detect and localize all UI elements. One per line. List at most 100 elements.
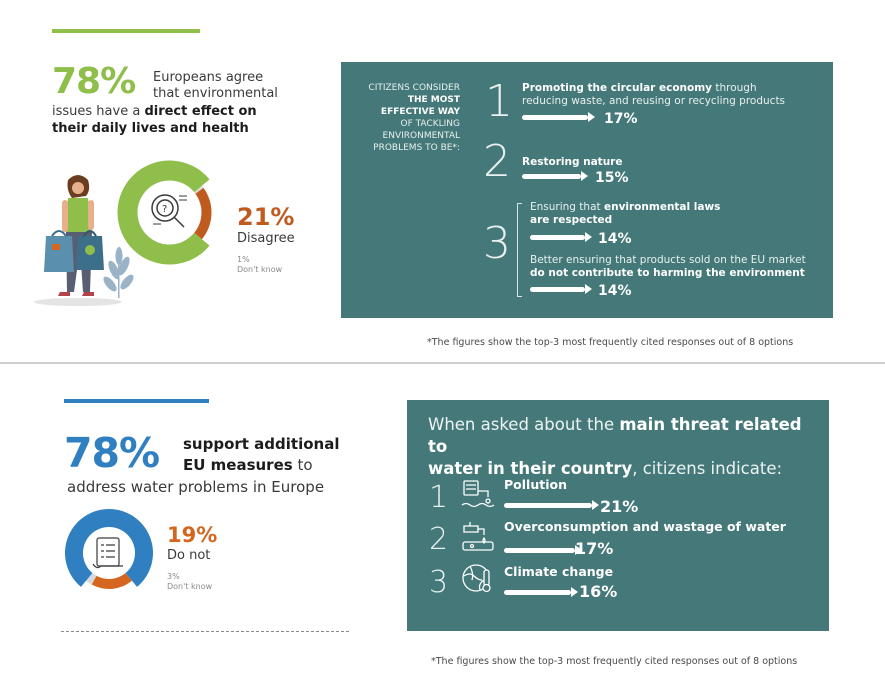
effective-ways-heading: CITIZENS CONSIDER THE MOST EFFECTIVE WAY… [348,82,460,154]
top-headline-line3-plain: issues have a [52,104,145,119]
bar-body [504,502,592,508]
bar-arrow-tip [585,284,592,294]
agree-donut-chart: ? [117,160,212,265]
green-accent-rule [52,29,200,33]
rank-3-bracket [517,203,522,297]
bar-arrow-tip [575,545,582,555]
top-footnote: *The figures show the top-3 most frequen… [427,337,794,348]
effective-item-3a-bar [530,232,592,242]
bottom-footnote: *The figures show the top-3 most frequen… [431,656,798,667]
heading-line: PROBLEMS TO BE*: [373,143,460,153]
item-bold: are respected [530,214,613,226]
top-headline-line4: their daily lives and health [52,121,249,136]
threat-2-bar [504,545,582,555]
title-bold: water in their country [428,459,633,478]
effective-item-1-percent: 17% [604,111,638,127]
bar-body [530,234,585,240]
title-plain: When asked about the [428,415,620,434]
support-donut-center [83,527,135,579]
effective-ways-panel [341,62,833,318]
heading-line: ENVIRONMENTAL [382,131,460,141]
effective-item-1-bar [522,112,595,122]
item-plain: reducing waste, and reusing or recycling… [522,95,786,107]
effective-item-3a-percent: 14% [598,231,632,247]
magnifier-question-icon: ? [151,194,187,228]
rank-number: 3 [483,218,511,269]
top-headline-percent: 78% [52,61,136,102]
top-dontknow-label: Don't know [237,265,283,274]
item-bold: Promoting the circular economy [522,82,713,94]
effective-item-2-text: Restoring nature [522,156,622,169]
top-headline-line3-bold: direct effect on [144,104,257,119]
item-bold: do not contribute to harming the environ… [530,267,805,279]
bottom-headline-line2: EU measures to [183,456,313,475]
bottom-dontknow-percent: 3% [167,572,180,581]
effective-item-2-percent: 15% [595,170,629,186]
threat-3-bar [504,587,578,597]
threat-2-percent: 17% [575,539,614,558]
section-divider [0,362,885,364]
document-checklist-icon [92,537,123,569]
item-plain: Better ensuring that products sold on th… [530,254,806,266]
bar-body [530,286,585,292]
water-threat-title: When asked about the main threat related… [428,414,818,480]
bar-body [504,589,571,595]
effective-item-1-text: Promoting the circular economy through r… [522,82,822,108]
effective-item-3a-text: Ensuring that environmental laws are res… [530,201,820,227]
threat-1-label: Pollution [504,477,567,492]
effective-item-3b-bar [530,284,592,294]
bar-arrow-tip [588,112,595,122]
bottom-dontknow-label: Don't know [167,582,213,591]
threat-3-percent: 16% [579,582,618,601]
dashed-separator [61,631,349,632]
bar-body [504,547,575,553]
do-not-label: Do not [167,548,211,563]
bottom-headline-line3: address water problems in Europe [67,478,325,496]
bottom-headline-line1: support additional [183,435,340,453]
bar-arrow-tip [581,171,588,181]
rank-number: 2 [429,522,449,557]
svg-text:?: ? [162,204,167,215]
threat-1-bar [504,500,599,510]
threat-2-label: Overconsumption and wastage of water [504,519,786,534]
pollution-icon [461,480,495,508]
top-dontknow-percent: 1% [237,255,250,264]
rank-number: 1 [485,76,513,127]
blue-accent-rule [64,399,209,403]
item-plain: Ensuring that [530,201,604,213]
do-not-percent: 19% [167,523,218,547]
heading-line-bold: THE MOST [407,95,460,105]
rank-number: 2 [483,136,511,187]
threat-3-label: Climate change [504,564,614,579]
disagree-percent: 21% [237,203,295,231]
bar-arrow-tip [592,500,599,510]
tap-water-icon [462,522,494,551]
bottom-headline-percent: 78% [64,429,160,477]
bottom-headline-line2-bold: EU measures [183,456,293,474]
support-donut-chart [65,509,153,589]
effective-item-3b-percent: 14% [598,283,632,299]
agree-donut-center [137,180,202,245]
water-threat-panel [407,400,829,631]
bar-arrow-tip [585,232,592,242]
bottom-headline-line2-plain: to [292,456,313,474]
bar-arrow-tip [571,587,578,597]
effective-item-3b-text: Better ensuring that products sold on th… [530,254,825,280]
item-plain: through [712,82,757,94]
woman-shopping-illustration [34,175,134,306]
heading-line: OF TACKLING [400,119,460,129]
rank-number: 3 [429,565,449,600]
top-headline-line3: issues have a direct effect on [52,104,257,120]
title-plain: , citizens indicate: [632,459,783,478]
rank-number: 1 [429,480,449,515]
item-bold: environmental laws [603,201,721,213]
top-headline-line1: Europeans agree [153,70,264,85]
globe-thermometer-icon [462,564,491,593]
disagree-label: Disagree [237,231,295,246]
bar-body [522,114,588,120]
top-headline-line2: that environmental [153,86,278,101]
bar-body [522,173,581,179]
title-bold: main threat related to [428,415,802,456]
heading-line: CITIZENS CONSIDER [368,83,460,93]
heading-line-bold: EFFECTIVE WAY [380,107,460,117]
